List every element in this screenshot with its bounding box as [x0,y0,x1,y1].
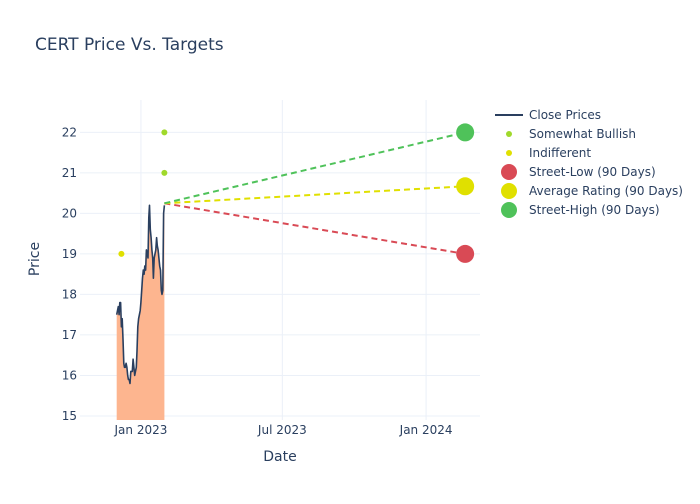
target-line [164,131,466,205]
y-tick-label: 21 [62,166,77,180]
x-tick-label: Jul 2023 [257,423,307,437]
rating-marker [161,169,168,176]
y-tick-label: 16 [62,368,77,382]
y-tick-label: 22 [62,125,77,139]
legend-label: Street-Low (90 Days) [529,165,656,179]
legend-marker-swatch [501,164,517,180]
target-marker [456,177,475,196]
legend-item[interactable]: Close Prices [495,108,601,122]
legend[interactable]: Close Prices Somewhat Bullish Indifferent S… [495,108,683,218]
y-tick-label: 15 [62,409,77,423]
y-tick-label: 20 [62,206,77,220]
x-tick-label: Jan 2024 [399,423,453,437]
legend-label: Indifferent [529,146,591,160]
target-marker [456,244,475,263]
legend-label: Somewhat Bullish [529,127,636,141]
legend-dot-swatch [506,131,512,137]
target-marker [456,123,475,142]
legend-marker-swatch [501,202,517,218]
target-lines [164,131,466,255]
legend-label: Close Prices [529,108,601,122]
legend-item[interactable]: Somewhat Bullish [506,127,636,141]
chart-title: CERT Price Vs. Targets [35,35,224,55]
axis-labels: 15 16 17 18 19 20 21 22 Jan 2023 Jul 2023 Jan 2024 [62,125,453,437]
legend-item[interactable]: Average Rating (90 Days) [501,183,683,199]
target-line [164,185,466,205]
legend-label: Average Rating (90 Days) [529,184,683,198]
close-price-line [115,204,166,385]
y-tick-label: 17 [62,328,77,342]
rating-marker [161,129,168,136]
x-axis-title: Date [263,449,296,465]
rating-marker [118,250,125,257]
legend-marker-swatch [501,183,517,199]
price-line-layer [115,204,166,385]
y-tick-label: 18 [62,287,77,301]
y-axis-title: Price [27,242,43,276]
x-tick-label: Jan 2023 [114,423,168,437]
legend-item[interactable]: Indifferent [506,146,591,160]
y-tick-label: 19 [62,247,77,261]
legend-item[interactable]: Street-Low (90 Days) [501,164,656,180]
rating-markers [118,123,475,263]
legend-dot-swatch [506,150,512,156]
target-line [164,202,466,255]
legend-item[interactable]: Street-High (90 Days) [501,202,660,218]
legend-label: Street-High (90 Days) [529,203,660,217]
